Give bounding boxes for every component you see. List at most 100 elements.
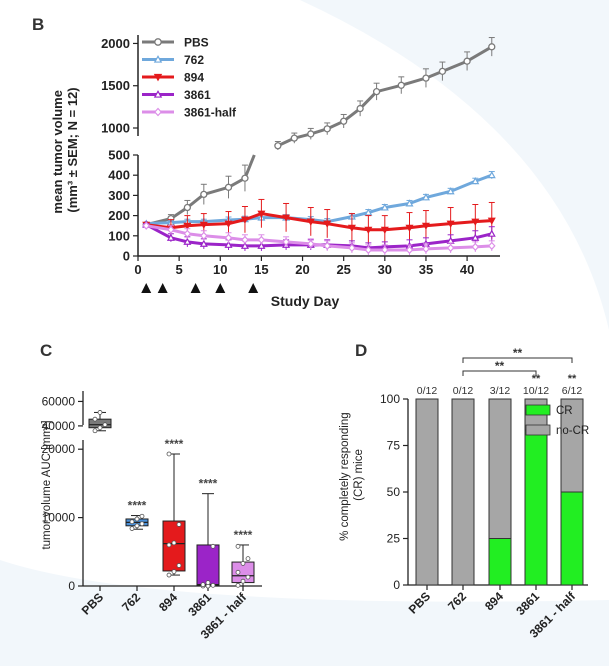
chart-b-y-tick-label: 1500 (101, 78, 130, 93)
data-point (356, 104, 364, 113)
chart-b-axes: 0 100 200 300 400 500 1000 1500 2000 0 5 10 15 20 25 30… (101, 35, 500, 293)
data-point (134, 523, 140, 529)
data-point (92, 428, 98, 434)
data-point (183, 229, 192, 238)
panel-label-d: D (355, 341, 367, 360)
bar-segment-no-CR (560, 398, 584, 493)
bar-segment-no-CR (415, 398, 439, 586)
legend-label-3861-half: 3861-half (184, 106, 237, 120)
dosing-arrow-marker (190, 283, 201, 293)
bar-count-label: 0/12 (417, 385, 438, 397)
series-line (145, 154, 256, 227)
chart-b-x-tick-label: 40 (460, 262, 474, 277)
chart-b-y-axis-label-line-2: (mm³ ± SEM; N = 12) (65, 87, 80, 212)
data-point (282, 237, 290, 247)
legend-marker-894 (153, 73, 163, 82)
data-point (240, 578, 246, 584)
legend-label-894: 894 (184, 71, 204, 85)
data-point (205, 580, 211, 585)
data-point (380, 203, 389, 211)
series-PBS (142, 37, 496, 229)
legend-marker-3861-half (153, 107, 163, 117)
box-3861 - half: **** (231, 528, 255, 588)
chart-b-x-tick-label: 20 (295, 262, 309, 277)
data-point (224, 220, 233, 228)
chart-d-y-axis-label-line-1: % completely responding (339, 412, 351, 541)
chart-d-x-tick-label: PBS (406, 589, 433, 616)
legend-label-no-CR: no-CR (556, 425, 589, 437)
data-point (364, 208, 373, 216)
box-3861: **** (196, 477, 220, 589)
box-894: **** (162, 437, 186, 578)
chart-c-x-tick-label: 3861 (185, 590, 214, 619)
data-point (167, 225, 175, 234)
significance-bracket-label: ** (513, 346, 523, 360)
legend-label-PBS: PBS (184, 36, 209, 50)
significance-stars: ** (532, 373, 541, 385)
chart-b-y-tick-label: 500 (108, 148, 130, 163)
data-point (257, 235, 266, 245)
chart-d-y-tick-label: 0 (393, 578, 400, 592)
chart-d-y-axis-label-line-2: (CR) mice (353, 449, 365, 501)
data-point (471, 233, 480, 241)
dosing-arrow-marker (248, 283, 259, 293)
data-point (245, 574, 251, 580)
data-point (134, 516, 140, 522)
data-point (306, 218, 315, 226)
chart-b-y-tick-label: 2000 (101, 36, 130, 51)
data-point (282, 214, 291, 222)
legend-swatch-CR (525, 404, 551, 416)
chart-b-y-tick-label: 1000 (101, 121, 130, 136)
chart-c-x-tick-label: 894 (156, 590, 180, 614)
chart-c-x-tick-label: PBS (79, 590, 106, 617)
chart-d-y-tick-label: 75 (387, 439, 401, 453)
data-point (224, 233, 233, 243)
chart-d-y-axis-label: % completely responding (CR) mice (339, 409, 365, 541)
data-point (240, 216, 249, 224)
chart-b-x-tick-label: 0 (134, 262, 141, 277)
data-point (364, 245, 373, 255)
significance-stars: **** (128, 499, 147, 513)
data-point (405, 224, 414, 232)
significance-bracket (462, 370, 537, 376)
box-762: **** (125, 499, 149, 531)
bar-count-label: 3/12 (490, 385, 511, 397)
bar-group-894: 3/12 (488, 385, 512, 586)
legend-swatch-no-CR (525, 424, 551, 436)
data-point (421, 193, 430, 201)
data-point (97, 410, 103, 415)
data-point (421, 222, 430, 230)
chart-d-x-tick-label: 762 (445, 589, 469, 613)
data-point (166, 451, 172, 457)
data-point (487, 241, 496, 251)
data-point (102, 422, 108, 428)
bar-group-3861 - half: **6/12 (560, 373, 584, 586)
chart-b-y-axis-label-line-1: mean tumor volume (50, 90, 65, 214)
data-point (446, 220, 455, 228)
data-point (171, 540, 177, 546)
chart-b-x-tick-label: 15 (254, 262, 268, 277)
data-point (166, 233, 175, 241)
legend-marker-3861 (153, 90, 163, 98)
chart-c-y-tick-label: 20000 (42, 442, 76, 456)
data-point (200, 582, 206, 588)
data-point (240, 241, 249, 249)
series-3861-half (142, 221, 496, 255)
data-point (372, 87, 381, 96)
chart-b-y-tick-label: 100 (108, 228, 130, 243)
data-point (422, 244, 430, 254)
bar-segment-CR (524, 429, 548, 586)
chart-b-y-tick-label: 0 (123, 249, 130, 264)
data-point (183, 222, 192, 230)
chart-c-y-tick-label: 40000 (42, 419, 76, 433)
data-point (274, 142, 282, 150)
data-point (240, 561, 246, 566)
data-point (235, 582, 241, 588)
data-point (405, 245, 414, 255)
data-point (166, 572, 172, 578)
data-point (381, 245, 389, 255)
data-point (92, 416, 98, 422)
